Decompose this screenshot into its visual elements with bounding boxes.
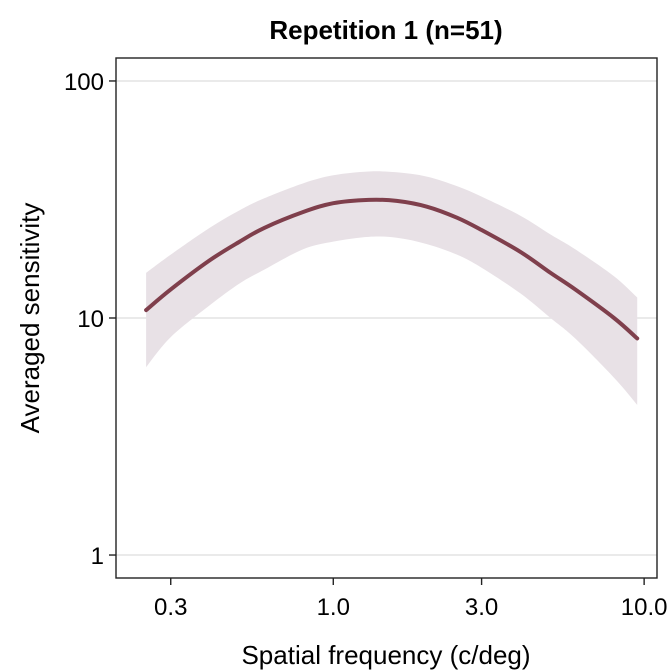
sensitivity-curve bbox=[144, 197, 640, 341]
confidence-band bbox=[146, 171, 638, 405]
plot-area bbox=[144, 171, 640, 405]
x-tick-label: 10.0 bbox=[621, 594, 668, 621]
x-tick-label: 0.3 bbox=[154, 594, 187, 621]
y-tick-label: 100 bbox=[64, 69, 104, 96]
x-axis-label: Spatial frequency (c/deg) bbox=[241, 640, 530, 670]
y-tick-label: 1 bbox=[91, 543, 104, 570]
y-axis-label: Averaged sensitivity bbox=[15, 203, 45, 434]
x-tick-label: 3.0 bbox=[465, 594, 498, 621]
x-tick-label: 1.0 bbox=[317, 594, 350, 621]
chart-title: Repetition 1 (n=51) bbox=[269, 15, 502, 45]
y-tick-label: 10 bbox=[77, 306, 104, 333]
axes: 1 10 100 0.3 1.0 3.0 10.0 bbox=[64, 69, 668, 621]
